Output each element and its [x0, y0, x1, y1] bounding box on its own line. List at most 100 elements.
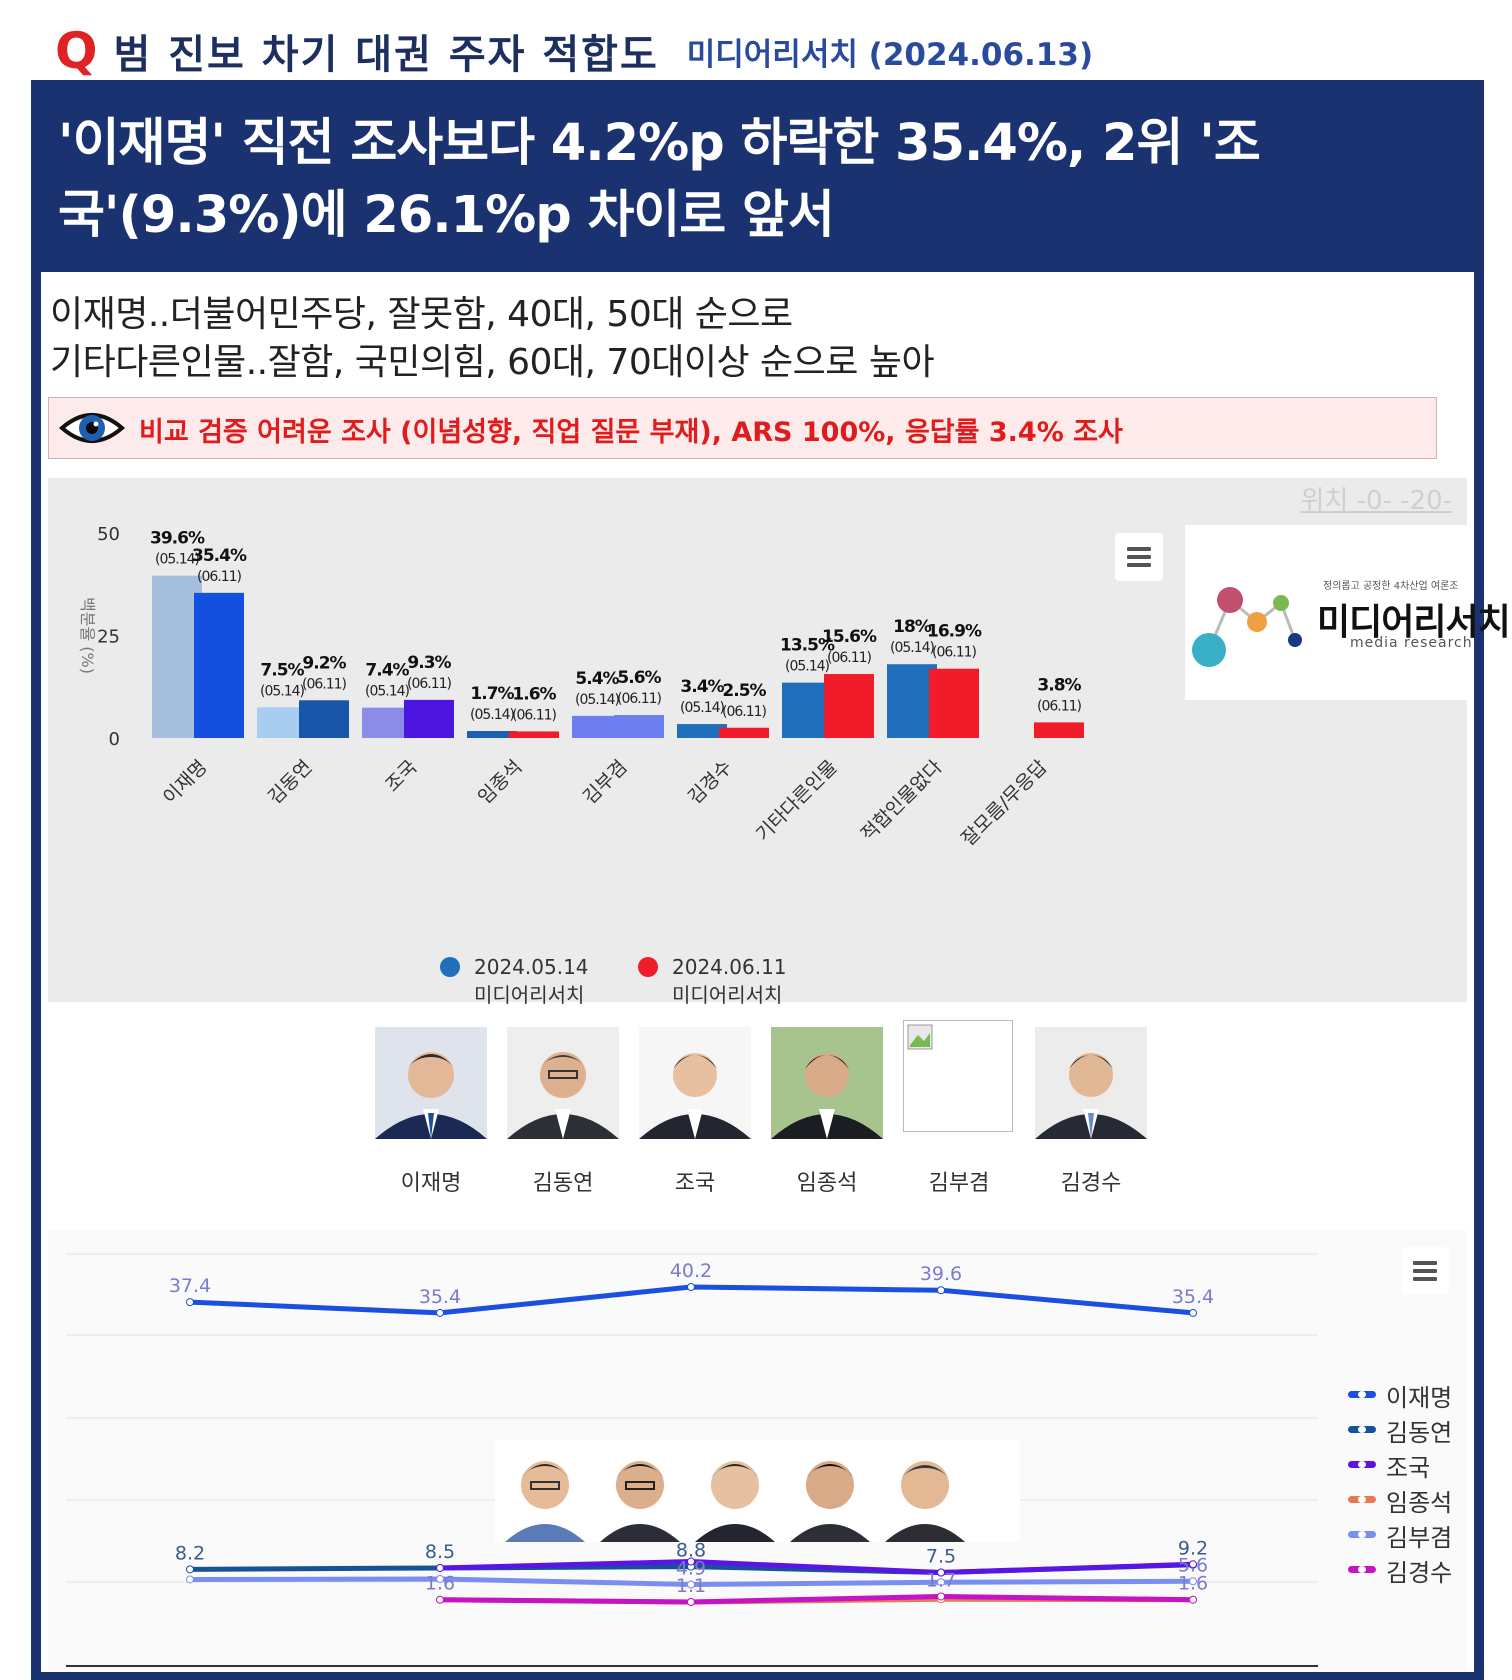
bar-적합인물없다-prev[interactable]	[887, 664, 937, 738]
bar-기타다른인물-prev[interactable]	[782, 682, 832, 738]
bar-임종석-curr[interactable]	[509, 731, 559, 738]
photo-name: 임종석	[796, 1171, 858, 1196]
date-tag: (06.11)	[827, 650, 872, 666]
point-label: 37.4	[169, 1275, 211, 1297]
legend-swatch	[1348, 1426, 1376, 1433]
bar-chart-legend: 2024.05.14 미디어리서치 2024.06.11 미디어리서치	[440, 955, 840, 1007]
hamburger-icon	[1413, 1261, 1437, 1281]
series-point[interactable]	[687, 1557, 695, 1566]
series-point[interactable]	[1189, 1577, 1197, 1586]
bar-조국-curr[interactable]	[404, 699, 454, 738]
logo-mark	[1192, 587, 1302, 667]
series-point[interactable]	[687, 1598, 695, 1606]
point-label: 1.7	[926, 1569, 956, 1591]
line-chart-menu-button[interactable]	[1401, 1247, 1449, 1295]
data-label: 9.3%	[407, 653, 451, 673]
legend-swatch	[1348, 1461, 1376, 1468]
bar-김부겸-curr[interactable]	[614, 715, 664, 738]
chart-menu-button[interactable]	[1115, 533, 1163, 581]
data-label: 3.8%	[1037, 675, 1081, 695]
date-tag: (06.11)	[932, 645, 977, 661]
point-label: 1.1	[676, 1575, 706, 1597]
legend-label: 김부겸	[1386, 1524, 1453, 1552]
eye-icon	[59, 413, 125, 443]
point-label: 9.2	[1178, 1538, 1208, 1560]
point-label: 35.4	[1172, 1286, 1214, 1308]
point-label: 8.8	[676, 1540, 706, 1562]
line-chart-legend: 이재명 김동연 조국 임종석 김부겸 김경수	[1348, 1378, 1498, 1598]
series-point[interactable]	[436, 1308, 444, 1317]
series-point[interactable]	[687, 1283, 695, 1291]
warning-text: 비교 검증 어려운 조사 (이념성향, 직업 질문 부재), ARS 100%,…	[139, 417, 1123, 448]
series-line-조국[interactable]	[439, 1559, 1194, 1576]
series-point[interactable]	[186, 1575, 194, 1584]
series-point[interactable]	[937, 1578, 945, 1587]
legend-swatch	[1348, 1496, 1376, 1503]
bar-김부겸-prev[interactable]	[572, 715, 622, 738]
photo-김동연	[507, 1027, 619, 1139]
category-label: 이재명	[159, 756, 212, 809]
bar-김경수-prev[interactable]	[677, 724, 727, 738]
date-tag: (05.14)	[785, 659, 830, 675]
legend-source-curr: 미디어리서치	[672, 983, 783, 1007]
data-label: 7.5%	[260, 660, 304, 680]
category-label: 김동연	[264, 756, 317, 809]
series-line-김경수[interactable]	[439, 1593, 1194, 1605]
series-point[interactable]	[1189, 1560, 1197, 1569]
bar-김경수-curr[interactable]	[719, 727, 769, 738]
bar-임종석-prev[interactable]	[467, 731, 517, 738]
data-label: 5.6%	[617, 668, 661, 688]
data-label: 18%	[893, 617, 932, 637]
bar-기타다른인물-curr[interactable]	[824, 674, 874, 738]
y-tick-label: 25	[97, 627, 120, 648]
category-label: 기타다른인물	[752, 756, 842, 846]
photo-name: 김동연	[532, 1171, 594, 1196]
category-label: 잘모름/무응답	[957, 756, 1051, 850]
date-tag: (05.14)	[680, 700, 725, 716]
bar-조국-prev[interactable]	[362, 707, 412, 738]
series-point[interactable]	[186, 1298, 194, 1307]
point-label: 35.4	[419, 1286, 461, 1308]
category-label: 임종석	[474, 756, 527, 809]
bar-이재명-prev[interactable]	[152, 575, 202, 738]
data-label: 39.6%	[150, 529, 205, 549]
category-label: 김경수	[684, 756, 737, 809]
series-point[interactable]	[687, 1580, 695, 1589]
series-point[interactable]	[937, 1568, 945, 1577]
legend-swatch	[1348, 1531, 1376, 1538]
series-point[interactable]	[436, 1595, 444, 1604]
point-label: 8.5	[425, 1541, 455, 1563]
warning-box: 비교 검증 어려운 조사 (이념성향, 직업 질문 부재), ARS 100%,…	[48, 397, 1437, 459]
bar-적합인물없다-curr[interactable]	[929, 668, 979, 738]
photo-이재명	[375, 1027, 487, 1139]
series-point[interactable]	[937, 1286, 945, 1295]
position-label[interactable]: 위치 -0- -20-	[1300, 486, 1452, 516]
bar-잘모름/무응답-curr[interactable]	[1034, 722, 1084, 738]
legend-swatch	[1348, 1391, 1376, 1398]
bar-이재명-curr[interactable]	[194, 592, 244, 738]
series-point[interactable]	[186, 1565, 194, 1574]
bar-김동연-curr[interactable]	[299, 700, 349, 738]
series-point[interactable]	[436, 1575, 444, 1583]
y-axis-label: 백분율 (%)	[78, 597, 97, 674]
series-point[interactable]	[1189, 1308, 1197, 1317]
legend-label: 임종석	[1386, 1489, 1453, 1517]
legend-date-prev: 2024.05.14	[474, 955, 589, 979]
series-point[interactable]	[937, 1592, 945, 1601]
date-tag: (05.14)	[260, 683, 305, 699]
bar-김동연-prev[interactable]	[257, 707, 307, 738]
point-label: 40.2	[670, 1260, 712, 1282]
data-label: 9.2%	[302, 653, 346, 673]
photo-name: 조국	[674, 1171, 716, 1196]
legend-dot-prev	[440, 957, 460, 977]
data-label: 5.4%	[575, 669, 619, 689]
series-point[interactable]	[1189, 1595, 1197, 1604]
date-tag: (06.11)	[1037, 698, 1082, 714]
photo-name: 김부겸	[928, 1171, 990, 1196]
series-point[interactable]	[436, 1563, 444, 1572]
line-chart: 37.4 35.4 40.2 39.6 35.4 8.2 8.5 8.8 7.5 9.2 4.9 5.…	[66, 1253, 1318, 1667]
candidate-photos: 이재명 김동연 조국 임종석 김부겸 김경수	[0, 1020, 1512, 1200]
category-label: 조국	[381, 756, 421, 796]
data-label: 35.4%	[192, 546, 247, 566]
